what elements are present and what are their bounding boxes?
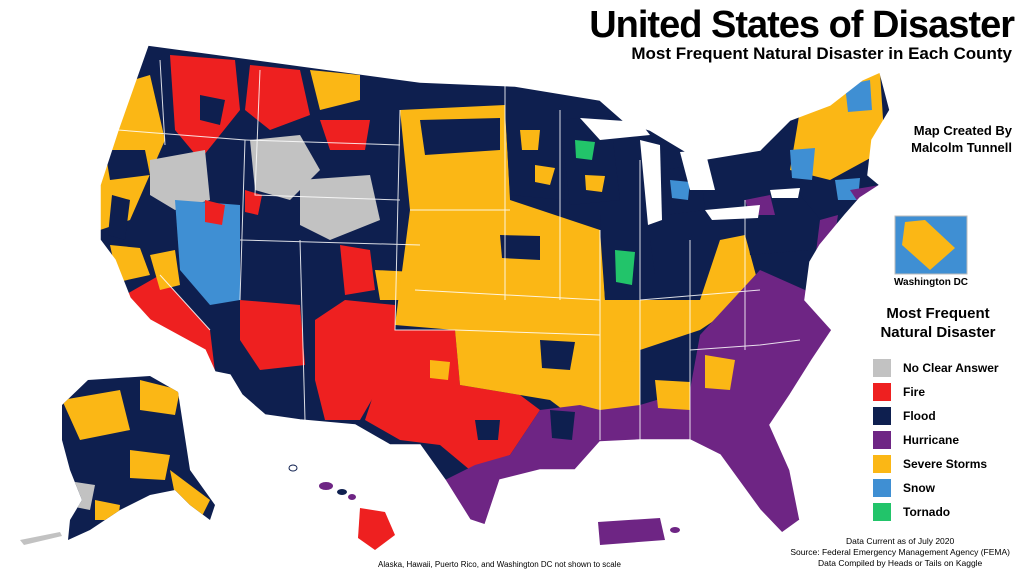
- legend-swatch: [873, 479, 891, 497]
- scale-footnote: Alaska, Hawaii, Puerto Rico, and Washing…: [378, 560, 621, 569]
- legend-item-hurricane: Hurricane: [873, 428, 999, 452]
- legend-title-line: Natural Disaster: [880, 324, 996, 341]
- data-source: Data Current as of July 2020 Source: Fed…: [790, 536, 1010, 569]
- legend-item-severe-storms: Severe Storms: [873, 452, 999, 476]
- legend-swatch: [873, 503, 891, 521]
- legend-title-line: Most Frequent: [886, 305, 990, 322]
- legend-swatch: [873, 431, 891, 449]
- author-credit: Map Created By Malcolm Tunnell: [911, 122, 1012, 156]
- source-line: Source: Federal Emergency Management Age…: [790, 547, 1010, 557]
- legend-label: Tornado: [903, 505, 951, 519]
- contiguous-us: [99, 44, 891, 534]
- source-line: Data Current as of July 2020: [846, 536, 955, 546]
- hawaii: [288, 464, 395, 550]
- legend-title: Most Frequent Natural Disaster: [868, 304, 1008, 342]
- map-subtitle: Most Frequent Natural Disaster in Each C…: [631, 44, 1012, 63]
- map-title: United States of Disaster: [589, 4, 1015, 46]
- legend-label: Snow: [903, 481, 935, 495]
- legend-item-fire: Fire: [873, 380, 999, 404]
- legend-swatch: [873, 383, 891, 401]
- puerto-rico: [598, 518, 680, 545]
- alaska: [20, 376, 215, 545]
- legend-swatch: [873, 407, 891, 425]
- dc-inset-label: Washington DC: [893, 277, 969, 288]
- legend-swatch: [873, 359, 891, 377]
- legend-label: Severe Storms: [903, 457, 988, 471]
- legend-item-flood: Flood: [873, 404, 999, 428]
- great-lakes: [580, 118, 800, 225]
- source-line: Data Compiled by Heads or Tails on Kaggl…: [818, 558, 983, 568]
- legend-item-snow: Snow: [873, 476, 999, 500]
- legend: No Clear Answer Fire Flood Hurricane Sev…: [873, 356, 999, 524]
- legend-label: No Clear Answer: [903, 361, 999, 375]
- legend-item-tornado: Tornado: [873, 500, 999, 524]
- author-name: Malcolm Tunnell: [911, 140, 1012, 155]
- legend-item-no-clear-answer: No Clear Answer: [873, 356, 999, 380]
- legend-label: Hurricane: [903, 433, 960, 447]
- dc-inset: [894, 215, 968, 275]
- legend-label: Flood: [903, 409, 936, 423]
- legend-swatch: [873, 455, 891, 473]
- legend-label: Fire: [903, 385, 926, 399]
- credit-line: Map Created By: [913, 123, 1012, 138]
